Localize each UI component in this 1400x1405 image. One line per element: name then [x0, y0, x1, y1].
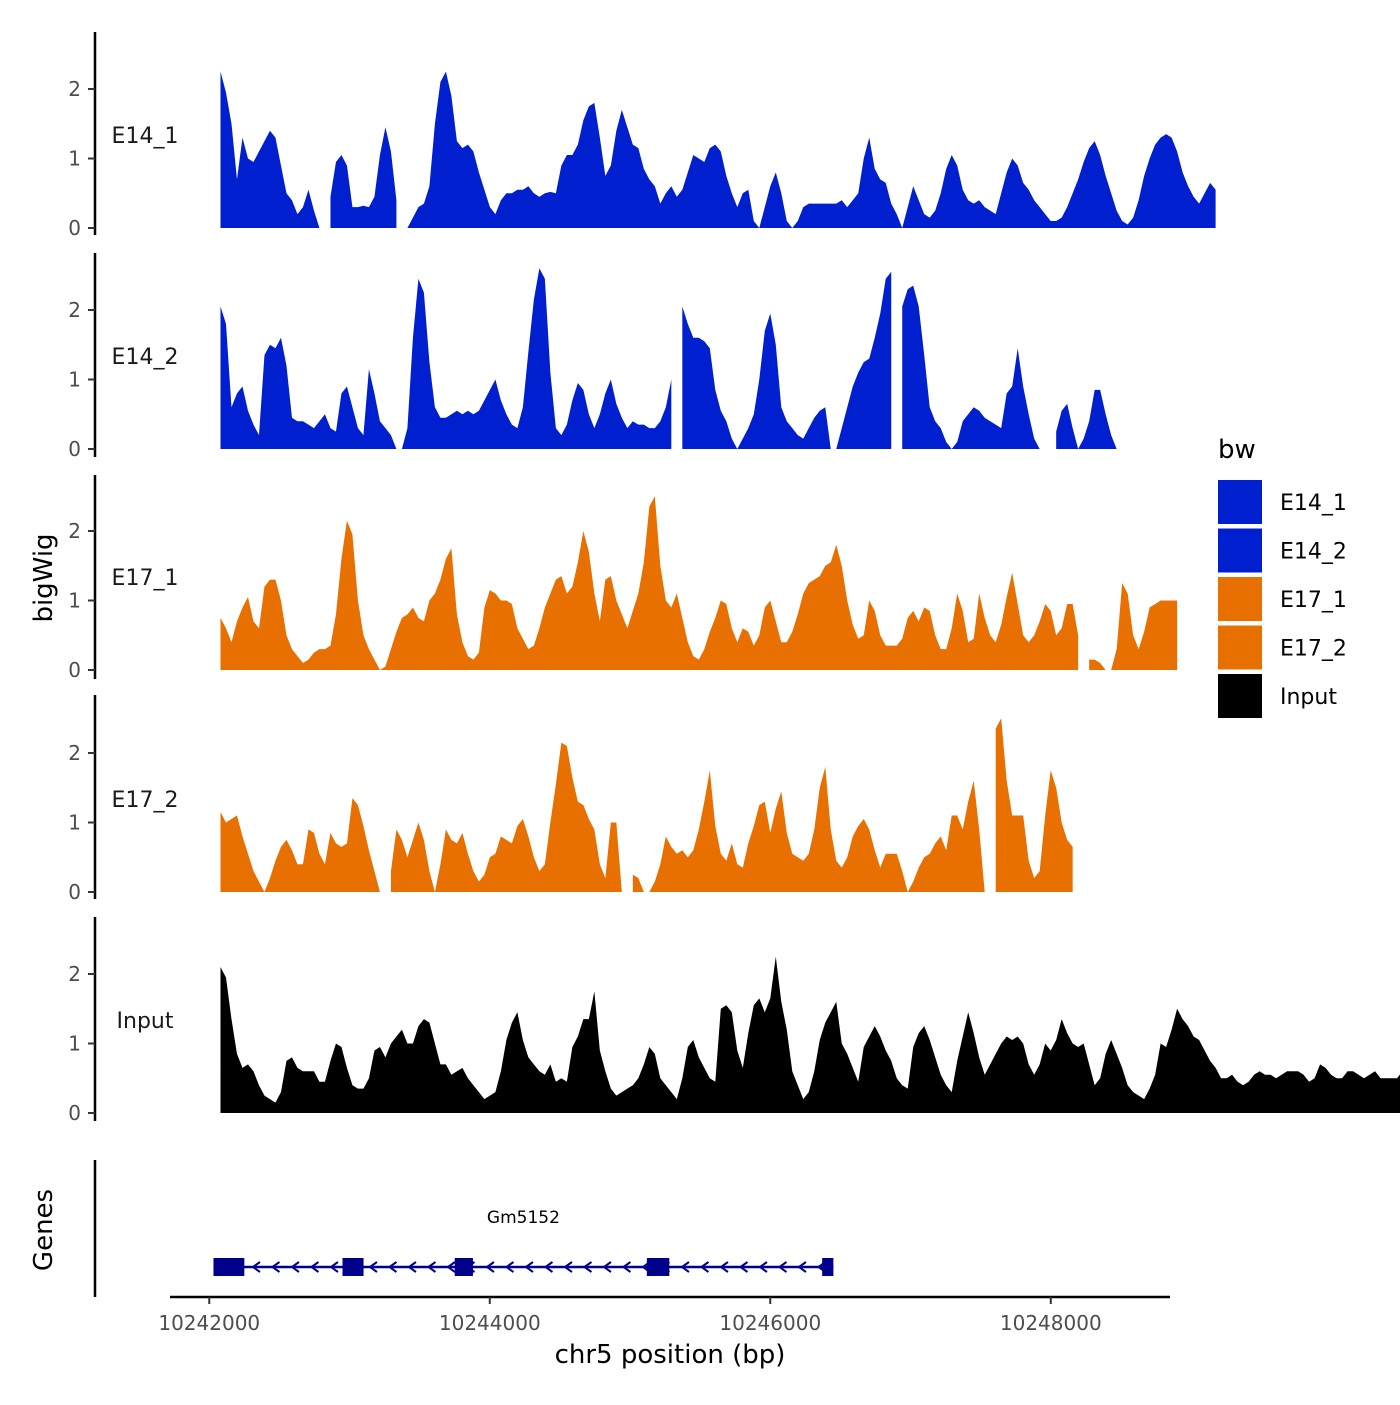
area-E14_1-segment-0 — [220, 71, 320, 228]
x-tick-label-10244000: 10244000 — [439, 1311, 541, 1335]
gene-strand-arrow-15 — [524, 1261, 534, 1273]
y-tick-label-Input-2: 2 — [68, 962, 81, 986]
gene-strand-arrow-20 — [621, 1261, 632, 1273]
x-axis-title: chr5 position (bp) — [555, 1340, 786, 1370]
gene-strand-arrow-23 — [680, 1261, 690, 1273]
y-tick-label-Input-0: 0 — [68, 1101, 81, 1125]
gene-strand-arrow-18 — [582, 1261, 593, 1273]
legend-label-E17_2: E17_2 — [1280, 637, 1347, 662]
area-E14_1-segment-1 — [330, 127, 397, 228]
track-label-E14_1: E14_1 — [112, 124, 179, 149]
area-E17_1-segment-0 — [220, 496, 1079, 670]
area-E14_1-segment-2 — [407, 71, 1216, 228]
area-E14_2-segment-0 — [220, 268, 672, 449]
y-tick-label-E17_2-1: 1 — [68, 811, 81, 835]
y-axis-title: bigWig — [29, 533, 59, 622]
area-E17_2-segment-3 — [995, 718, 1073, 892]
y-tick-label-E14_1-0: 0 — [68, 216, 81, 240]
gene-strand-arrow-29 — [797, 1261, 807, 1273]
gene-strand-arrow-16 — [543, 1261, 554, 1273]
area-E17_2-segment-0 — [220, 798, 380, 892]
y-tick-label-E17_2-0: 0 — [68, 880, 81, 904]
gene-strand-arrow-3 — [290, 1261, 300, 1273]
legend-key-E17_1 — [1218, 577, 1262, 621]
area-E17_2-segment-2 — [632, 766, 985, 892]
gene-exon-1 — [342, 1258, 364, 1276]
gene-strand-arrow-2 — [270, 1261, 281, 1273]
gene-exon-0 — [213, 1258, 245, 1276]
gene-strand-arrow-7 — [368, 1261, 378, 1273]
gene-strand-arrow-25 — [719, 1261, 729, 1273]
gene-strand-arrow-26 — [738, 1261, 749, 1273]
track-label-E17_1: E17_1 — [112, 566, 179, 591]
area-E17_1-segment-1 — [1089, 583, 1178, 670]
gene-strand-arrow-10 — [426, 1261, 437, 1273]
legend-key-E14_2 — [1218, 528, 1262, 573]
legend-key-E17_2 — [1218, 625, 1262, 670]
gene-strand-arrow-14 — [504, 1261, 515, 1273]
legend-label-E17_1: E17_1 — [1280, 588, 1347, 613]
y-tick-label-E14_2-2: 2 — [68, 298, 81, 322]
legend-key-Input — [1218, 674, 1262, 718]
area-E14_2-segment-1 — [682, 271, 892, 449]
gene-exon-4 — [822, 1258, 834, 1276]
y-tick-label-E17_1-0: 0 — [68, 658, 81, 682]
legend-label-Input: Input — [1280, 685, 1337, 710]
legend-label-E14_1: E14_1 — [1280, 491, 1347, 516]
track-label-Input: Input — [117, 1009, 174, 1034]
legend-label-E14_2: E14_2 — [1280, 540, 1347, 565]
gene-strand-arrow-17 — [563, 1261, 573, 1273]
y-tick-label-E17_2-2: 2 — [68, 741, 81, 765]
gene-strand-arrow-24 — [699, 1261, 710, 1273]
legend-title: bw — [1218, 435, 1256, 465]
y-tick-label-E14_1-1: 1 — [68, 147, 81, 171]
gene-strand-arrow-1 — [251, 1261, 261, 1273]
y-tick-label-E17_1-1: 1 — [68, 589, 81, 613]
gene-strand-arrow-13 — [485, 1261, 495, 1273]
gene-strand-arrow-9 — [407, 1261, 417, 1273]
track-label-E14_2: E14_2 — [112, 345, 179, 370]
gene-strand-arrow-4 — [309, 1261, 320, 1273]
y-tick-label-E14_2-0: 0 — [68, 437, 81, 461]
gene-exon-2 — [454, 1258, 473, 1276]
gene-strand-arrow-8 — [387, 1261, 398, 1273]
x-tick-label-10242000: 10242000 — [158, 1311, 260, 1335]
y-tick-label-E14_1-2: 2 — [68, 77, 81, 101]
track-label-E17_2: E17_2 — [112, 788, 179, 813]
gene-strand-arrow-19 — [602, 1261, 612, 1273]
area-E17_2-segment-1 — [390, 742, 622, 892]
gene-strand-arrow-27 — [758, 1261, 768, 1273]
y-tick-label-E14_2-1: 1 — [68, 368, 81, 392]
area-Input-segment-0 — [220, 956, 1400, 1113]
y-tick-label-Input-1: 1 — [68, 1032, 81, 1056]
x-tick-label-10248000: 10248000 — [1000, 1311, 1102, 1335]
gene-strand-arrow-5 — [329, 1261, 339, 1273]
y-tick-label-E17_1-2: 2 — [68, 519, 81, 543]
area-E14_2-segment-3 — [1056, 389, 1117, 449]
genes-axis-title: Genes — [29, 1189, 59, 1271]
gene-strand-arrow-28 — [777, 1261, 788, 1273]
area-E14_2-segment-2 — [902, 285, 1046, 449]
gene-label-Gm5152: Gm5152 — [487, 1208, 560, 1228]
gene-strand-arrow-11 — [446, 1261, 456, 1273]
gene-exon-3 — [646, 1258, 670, 1276]
x-tick-label-10246000: 10246000 — [719, 1311, 821, 1335]
legend-key-E14_1 — [1218, 480, 1262, 524]
